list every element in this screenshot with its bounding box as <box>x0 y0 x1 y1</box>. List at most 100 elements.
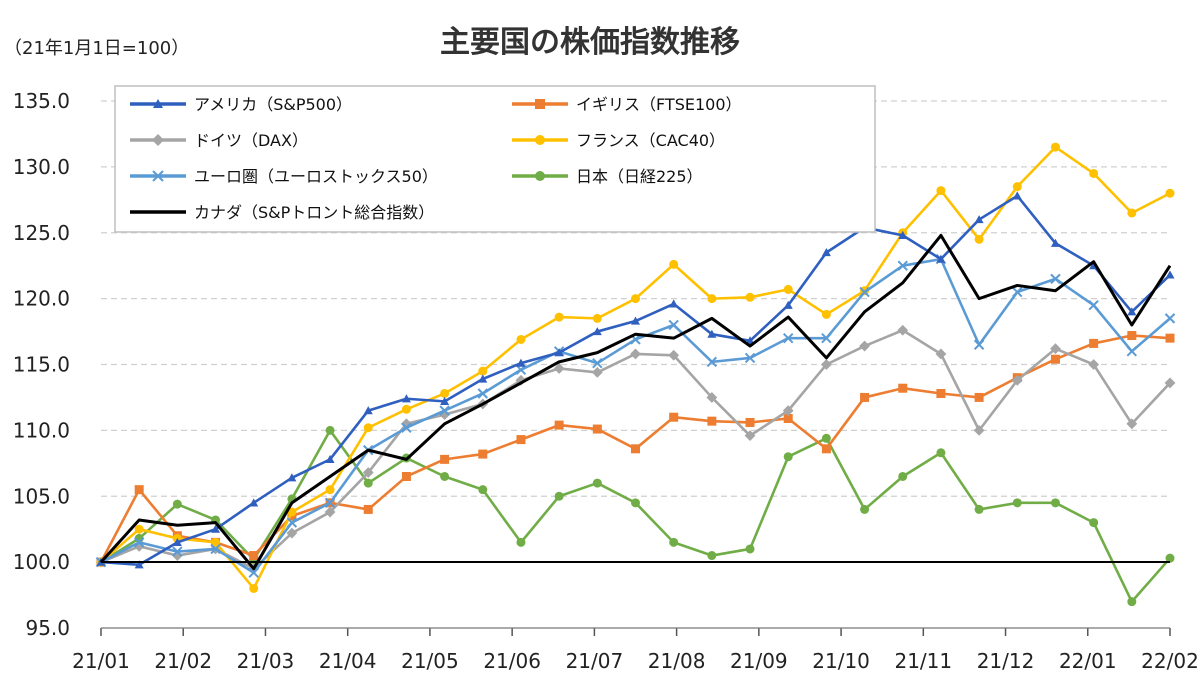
data-point <box>210 543 221 555</box>
data-point <box>706 356 718 368</box>
data-point <box>668 349 680 361</box>
data-point <box>1165 333 1175 343</box>
data-point <box>974 234 984 244</box>
data-point <box>897 260 908 271</box>
data-point <box>898 230 908 239</box>
data-point <box>172 499 182 509</box>
data-point <box>171 550 183 561</box>
data-point <box>1126 418 1138 430</box>
data-point <box>1165 270 1175 279</box>
data-point <box>363 504 373 514</box>
data-point <box>324 506 336 518</box>
data-point <box>936 186 946 196</box>
data-point <box>1050 142 1060 152</box>
y-tick-label: 135.0 <box>13 89 70 113</box>
data-point <box>974 215 984 224</box>
series-4 <box>95 253 1176 578</box>
data-point <box>821 332 832 344</box>
data-point <box>1088 300 1099 311</box>
data-point <box>363 406 373 415</box>
data-point <box>860 504 870 514</box>
legend-label: カナダ（S&Pトロント総合指数） <box>194 203 434 222</box>
legend-marker <box>152 170 164 182</box>
legend-marker <box>535 99 545 109</box>
legend: アメリカ（S&P500） イギリス（FTSE100） ドイツ（DAX） フランス（CA… <box>114 85 876 233</box>
y-tick-label: 125.0 <box>13 221 70 245</box>
data-point <box>859 340 870 352</box>
data-point <box>669 412 679 422</box>
x-tick-label: 21/03 <box>237 649 295 673</box>
y-tick-label: 100.0 <box>13 550 70 574</box>
data-point <box>974 504 984 514</box>
data-point <box>134 560 144 569</box>
data-point <box>783 414 793 424</box>
y-tick-label: 130.0 <box>13 155 70 179</box>
legend-item: ユーロ圏（ユーロストックス50） <box>130 167 438 186</box>
data-point <box>1165 553 1175 563</box>
data-point <box>440 471 450 481</box>
y-tick-label: 120.0 <box>13 287 70 311</box>
data-point <box>707 551 717 561</box>
x-tick-label: 21/01 <box>72 649 130 673</box>
data-point <box>669 259 679 269</box>
data-point <box>935 348 947 360</box>
legend-label: フランス（CAC40） <box>576 131 725 150</box>
data-point <box>1127 307 1137 316</box>
data-point <box>898 383 908 393</box>
data-point <box>211 537 221 547</box>
x-tick-label: 21/07 <box>566 649 624 673</box>
data-point <box>1011 374 1023 386</box>
x-tick-label: 21/05 <box>401 649 459 673</box>
x-tick-label: 21/02 <box>154 649 212 673</box>
x-tick-label: 22/02 <box>1141 649 1199 673</box>
data-point <box>631 444 640 454</box>
legend-marker <box>153 99 163 108</box>
data-point <box>592 357 603 369</box>
data-point <box>1164 313 1176 324</box>
data-point <box>1126 346 1138 357</box>
data-point <box>1164 377 1176 389</box>
data-point <box>1050 354 1060 364</box>
data-point <box>821 444 831 454</box>
data-point <box>591 367 603 378</box>
data-point <box>783 452 793 462</box>
data-point <box>1050 238 1060 247</box>
data-point <box>1012 286 1023 298</box>
legend-marker <box>535 171 545 181</box>
data-point <box>859 286 870 298</box>
legend-label: アメリカ（S&P500） <box>194 95 352 114</box>
data-point <box>821 433 831 443</box>
data-point <box>669 537 679 547</box>
data-point <box>744 430 756 442</box>
data-point <box>401 471 411 481</box>
data-point <box>249 498 259 507</box>
data-point <box>287 473 297 482</box>
data-point <box>630 348 641 360</box>
legend-item: カナダ（S&Pトロント総合指数） <box>130 203 434 222</box>
data-point <box>1088 359 1100 370</box>
data-point <box>401 394 411 403</box>
data-point <box>287 507 297 517</box>
data-point <box>516 334 526 344</box>
x-tick-label: 21/06 <box>483 649 541 673</box>
data-point <box>668 319 679 331</box>
data-point <box>401 404 411 414</box>
data-point <box>554 312 564 322</box>
data-point <box>707 416 717 426</box>
series-line <box>99 233 1172 571</box>
data-point <box>706 392 718 403</box>
data-point <box>554 348 564 357</box>
data-point <box>1012 191 1022 200</box>
data-point <box>1089 338 1099 348</box>
legend-label: ユーロ圏（ユーロストックス50） <box>194 167 438 186</box>
data-point <box>821 248 831 257</box>
series-6 <box>99 233 1172 571</box>
data-point <box>783 300 793 309</box>
legend-label: ドイツ（DAX） <box>194 131 308 150</box>
data-point <box>821 309 831 319</box>
legend-item: イギリス（FTSE100） <box>512 95 742 114</box>
data-point <box>973 424 985 436</box>
data-point <box>820 359 832 370</box>
data-point <box>897 324 909 336</box>
data-point <box>1089 168 1099 178</box>
